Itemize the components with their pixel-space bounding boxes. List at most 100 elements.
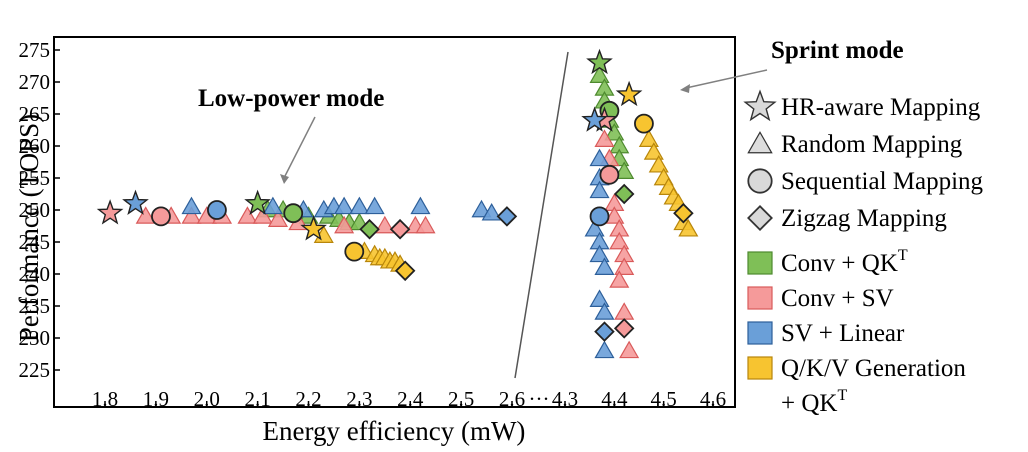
legend-series-label: Conv + SV [781,285,894,312]
x-tick-label: 2.0 [194,387,220,411]
annotation-sprint: Sprint mode [771,37,904,64]
x-tick-label: 2.6 [499,387,525,411]
red-triangle-point [609,270,630,288]
red-triangle-point [614,302,635,320]
y-tick-label: 260 [19,134,51,158]
red-diamond-point [613,318,635,339]
y-tick-label: 265 [19,102,51,126]
x-tick-label: 2.3 [346,387,372,411]
blue-triangle-point [584,218,605,237]
x-axis-ticks: 1.8 1.9 2.0 2.1 2.2 2.3 2.4 2.5 2.6 4.3 4.4 4.5 4.6 ·… [92,387,726,411]
legend-label: Zigzag Mapping [781,205,947,232]
x-tick-label: 4.6 [700,387,726,411]
x-tick-label: 1.8 [92,387,118,411]
yellow-legend-swatch [747,356,773,380]
yellow-star-point [615,80,643,107]
x-tick-label: 2.4 [397,387,424,411]
annotation-low-power-arrow [283,116,316,179]
blue-star-point [581,106,608,132]
red-triangle-point [135,206,156,224]
yellow-triangle-point [643,142,664,160]
y-tick-label: 230 [19,326,51,350]
red-triangle-point [415,215,436,234]
red-diamond-point [389,218,411,240]
star-legend-icon [743,89,777,122]
green-star-point [586,48,613,75]
red-triangle-point [181,206,202,224]
x-tick-label: 2.5 [448,387,474,411]
y-tick-label: 235 [19,294,51,318]
x-tick-label: 2.1 [245,387,271,411]
diamond-legend-icon [747,205,773,231]
yellow-triangle-point [638,129,659,147]
axis-break-line [514,51,569,379]
red-legend-swatch [747,286,773,310]
blue-legend-swatch [747,321,773,345]
annotation-low-power-arrowhead [280,174,289,184]
yellow-diamond-point [673,202,694,224]
green-triangle-point [614,161,635,179]
blue-triangle-point [471,199,492,218]
y-tick-label: 270 [19,70,51,94]
blue-diamond-point [594,321,615,342]
legend: HR-aware Mapping Random Mapping Sequential… [743,89,984,417]
annotation-low-power: Low-power mode [198,85,384,112]
legend-series-label: SV + Linear [781,320,905,347]
legend-series-label: Conv + QKT [781,247,908,277]
blue-triangle-point [589,148,610,167]
green-legend-swatch [747,251,773,275]
x-axis-break: ··· [529,387,550,411]
triangle-legend-icon [747,131,773,154]
y-tick-label: 255 [19,166,51,190]
red-triangle-point [252,206,273,224]
data-marks [96,48,699,359]
yellow-circle-point [634,113,654,134]
plot-frame [53,36,736,408]
yellow-circle-point [344,241,365,262]
blue-triangle-point [334,196,355,215]
yellow-triangle-point [648,154,669,173]
red-triangle-point [614,257,635,275]
yellow-diamond-point [394,260,416,282]
circle-legend-icon [747,168,773,194]
green-triangle-point [604,122,625,141]
yellow-triangle-point [678,218,699,237]
x-tick-label: 4.4 [601,387,628,411]
red-triangle-point [609,231,630,250]
red-triangle-point [604,206,625,224]
legend-label: Sequential Mapping [781,168,984,195]
red-triangle-point [594,129,615,147]
blue-star-point [122,189,149,215]
green-diamond-point [359,218,380,240]
blue-triangle-point [589,180,610,199]
legend-series-label: Q/K/V Generation [781,355,966,382]
blue-triangle-point [364,196,385,215]
blue-triangle-point [594,257,615,275]
blue-triangle-point [262,196,283,215]
blue-diamond-point [496,206,518,227]
green-diamond-point [613,183,635,205]
green-triangle-point [589,65,610,83]
legend-label: HR-aware Mapping [781,94,981,121]
red-triangle-point [267,209,289,227]
blue-triangle-point [589,244,610,263]
x-tick-label: 1.9 [143,387,169,411]
red-triangle-point [619,340,640,359]
blue-circle-point [207,200,227,220]
red-circle-point [151,206,171,227]
blue-triangle-point [349,196,370,215]
blue-triangle-point [589,289,610,307]
red-triangle-point [237,206,258,224]
red-triangle-point [334,215,355,234]
x-tick-label: 2.2 [295,387,321,411]
y-tick-label: 275 [19,38,51,62]
y-axis-label: Performance (TOPS) [14,114,44,342]
blue-triangle-point [594,340,615,359]
annotation-sprint-arrowhead [680,84,690,93]
y-tick-label: 225 [19,358,51,382]
red-circle-point [599,164,620,185]
blue-triangle-point [481,202,502,221]
y-tick-label: 240 [19,262,51,286]
annotation-sprint-arrow [685,69,768,89]
